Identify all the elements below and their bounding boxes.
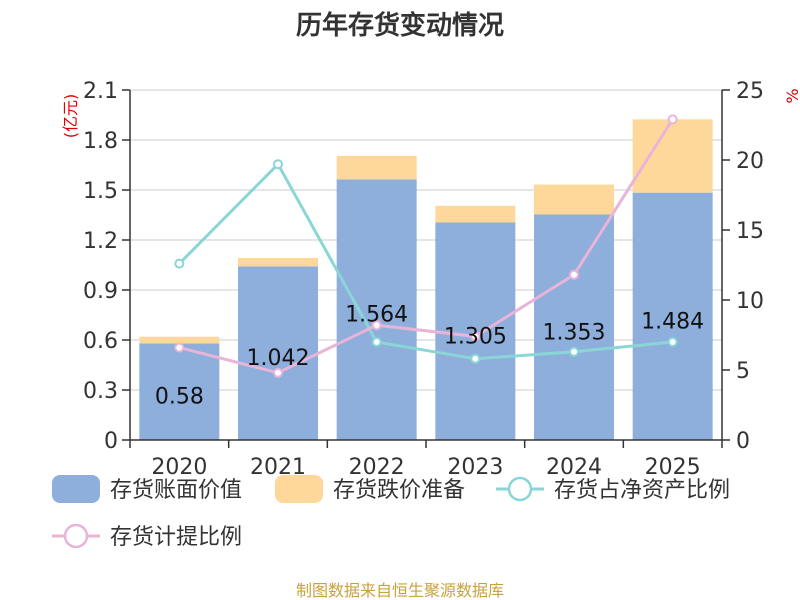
bar-segment: [534, 214, 614, 440]
x-tick-label: 2025: [645, 455, 701, 480]
bar-segment: [435, 205, 516, 223]
left-tick-label: 0.3: [83, 379, 118, 404]
legend-marker: [63, 523, 89, 549]
line-point: [470, 353, 481, 364]
lines: [178, 118, 674, 375]
left-tick-label: 1.5: [83, 179, 118, 204]
bar-segment: [238, 266, 318, 440]
legend-swatch: [275, 475, 323, 503]
right-tick-label: 20: [736, 149, 764, 174]
points: [174, 114, 678, 378]
legend-marker: [507, 476, 533, 502]
left-tick-label: 1.2: [83, 229, 118, 254]
line-point: [569, 346, 579, 357]
bar-value-label: 1.305: [444, 324, 507, 349]
bars: [139, 119, 713, 441]
source-note: 制图数据来自恒生聚源数据库: [296, 581, 504, 600]
bar-value-label: 1.042: [247, 346, 310, 371]
bar-segment: [632, 192, 713, 440]
line-point: [273, 159, 283, 170]
right-axis-unit: %: [783, 88, 800, 103]
bar-segment: [238, 258, 318, 267]
legend-label: 存货账面价值: [110, 478, 242, 503]
x-tick-label: 2024: [546, 455, 602, 480]
right-tick-label: 10: [736, 289, 764, 314]
legend-label: 存货跌价准备: [333, 478, 465, 503]
left-tick-label: 2.1: [83, 79, 118, 104]
chart-title: 历年存货变动情况: [296, 10, 504, 41]
left-tick-label: 0: [104, 429, 118, 454]
gridlines: [130, 89, 722, 391]
bar-segment: [336, 156, 417, 180]
series-line: [178, 118, 674, 375]
bar-segment: [435, 222, 516, 440]
left-tick-label: 1.8: [83, 129, 118, 154]
line-point: [174, 258, 185, 269]
right-tick-label: 15: [736, 219, 764, 244]
line-point: [371, 337, 382, 347]
bar-segment: [139, 336, 220, 344]
line-point: [273, 367, 283, 378]
left-tick-label: 0.6: [83, 329, 118, 354]
x-tick-label: 2022: [349, 455, 405, 480]
bar-segment: [336, 179, 417, 441]
line-point: [569, 269, 579, 280]
line-point: [667, 337, 678, 347]
bar-value-label: 1.484: [641, 309, 704, 334]
legend-swatch: [52, 475, 100, 503]
right-tick-label: 0: [736, 429, 750, 454]
bar-segment: [632, 119, 713, 193]
bar-value-label: 1.353: [543, 320, 606, 345]
data-labels: 0.58 1.042 1.564 1.305 1.353 1.484: [155, 303, 704, 410]
left-tick-label: 0.9: [83, 279, 118, 304]
right-tick-label: 25: [736, 79, 764, 104]
x-tick-label: 2020: [151, 455, 207, 480]
x-tick-label: 2023: [447, 455, 503, 480]
line-point: [174, 342, 185, 353]
left-axis-unit: (亿元): [61, 94, 80, 139]
bar-segment: [139, 343, 220, 440]
bar-value-label: 0.58: [155, 385, 204, 410]
bar-value-label: 1.564: [345, 303, 408, 328]
bar-segment: [534, 184, 614, 215]
series-line: [178, 161, 673, 361]
legend-label: 存货计提比例: [110, 525, 242, 550]
line-point: [371, 320, 382, 331]
line-point: [470, 331, 481, 342]
right-tick-label: 5: [736, 359, 750, 384]
line-point: [667, 114, 678, 125]
legend-label: 存货占净资产比例: [554, 478, 730, 503]
